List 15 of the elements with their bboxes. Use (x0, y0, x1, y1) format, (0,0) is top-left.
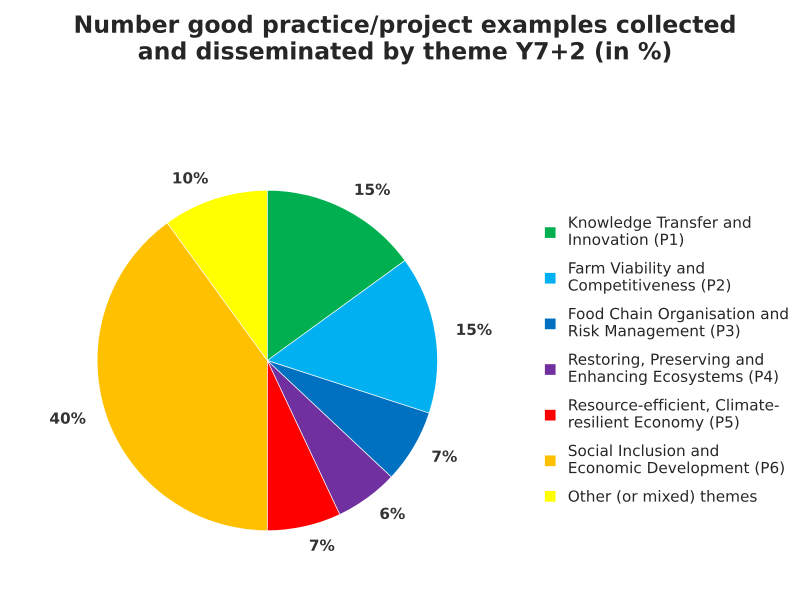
legend-label: Social Inclusion and Economic Development (P6) (568, 444, 784, 476)
chart-title: Number good practice/project examples collected and disseminated by theme Y7+2 (in %) (76, 14, 734, 64)
legend-label: Knowledge Transfer and Innovation (P1) (569, 216, 750, 247)
data-label: 7% (432, 450, 457, 462)
legend-label: Other (or mixed) themes (568, 490, 757, 504)
legend-label: Resource-efficient, Climate- resilient Economy (P5) (569, 398, 779, 431)
legend-label: Food Chain Organisation and Risk Management (P3) (569, 307, 788, 340)
data-label: 7% (310, 539, 334, 551)
data-label: 15% (457, 324, 492, 336)
data-label: 10% (174, 172, 208, 184)
legend-label: Farm Viability and Competitiveness (P2) (568, 262, 730, 294)
data-label: 15% (356, 184, 390, 196)
data-label: 6% (380, 508, 405, 520)
data-label: 40% (50, 412, 86, 424)
legend-label: Restoring, Preserving and Enhancing Ecosystems (P4) (569, 353, 778, 386)
